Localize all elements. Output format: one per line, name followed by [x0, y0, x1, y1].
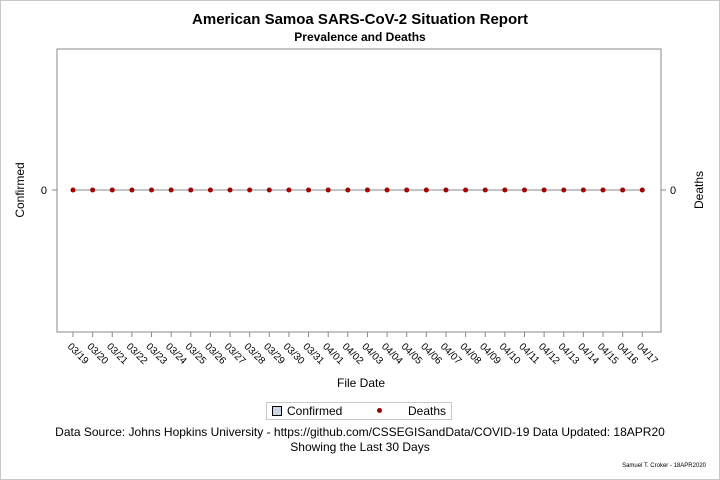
point-deaths — [423, 187, 429, 193]
point-deaths — [384, 187, 390, 193]
x-tick-label: 04/14 — [575, 341, 601, 367]
x-tick-label: 04/09 — [477, 341, 503, 367]
x-tick-label: 04/10 — [497, 341, 523, 367]
x-axis-label: File Date — [337, 376, 385, 390]
x-tick-label: 04/03 — [359, 341, 385, 367]
y-tick-label-right: 0 — [670, 185, 676, 197]
y-axis-label-right: Deaths — [692, 171, 706, 209]
point-deaths — [227, 187, 233, 193]
x-tick-label: 04/08 — [457, 341, 483, 367]
x-tick-label: 03/25 — [183, 341, 209, 367]
point-deaths — [404, 187, 410, 193]
y-axis-label-left: Confirmed — [13, 162, 27, 217]
x-tick-label: 03/19 — [65, 341, 91, 367]
point-deaths — [521, 187, 527, 193]
point-deaths — [620, 187, 626, 193]
point-deaths — [90, 187, 96, 193]
x-tick-label: 03/29 — [261, 341, 287, 367]
point-deaths — [286, 187, 292, 193]
x-tick-label: 04/02 — [340, 341, 366, 367]
data-source-note: Data Source: Johns Hopkins University - … — [55, 425, 665, 439]
x-tick-label: 04/06 — [418, 341, 444, 367]
point-deaths — [325, 187, 331, 193]
x-tick-label: 03/31 — [300, 341, 326, 367]
point-deaths — [364, 187, 370, 193]
point-deaths — [463, 187, 469, 193]
x-tick-label: 03/27 — [222, 341, 248, 367]
point-deaths — [70, 187, 76, 193]
x-tick-label: 03/23 — [143, 341, 169, 367]
point-deaths — [168, 187, 174, 193]
x-tick-label: 04/13 — [556, 341, 582, 367]
point-deaths — [149, 187, 155, 193]
point-deaths — [345, 187, 351, 193]
point-deaths — [188, 187, 194, 193]
author-credit: Samuel T. Croker - 18APR2020 — [622, 463, 706, 469]
x-tick-label: 03/26 — [202, 341, 228, 367]
x-tick-label: 04/12 — [536, 341, 562, 367]
point-deaths — [129, 187, 135, 193]
legend: Confirmed Deaths — [266, 402, 452, 420]
x-tick-label: 03/24 — [163, 341, 189, 367]
point-deaths — [266, 187, 272, 193]
point-deaths — [541, 187, 547, 193]
chart-title: American Samoa SARS-CoV-2 Situation Repo… — [192, 11, 528, 28]
x-tick-label: 03/30 — [281, 341, 307, 367]
x-tick-label: 03/21 — [104, 341, 130, 367]
x-tick-label: 04/01 — [320, 341, 346, 367]
x-tick-label: 04/16 — [615, 341, 641, 367]
y-tick-label-left: 0 — [41, 185, 47, 197]
x-tick-label: 03/28 — [242, 341, 268, 367]
legend-swatch-confirmed — [272, 406, 282, 416]
chart-subtitle: Prevalence and Deaths — [294, 30, 426, 44]
point-deaths — [109, 187, 115, 193]
legend-label-confirmed: Confirmed — [287, 404, 343, 418]
point-deaths — [207, 187, 213, 193]
point-deaths — [482, 187, 488, 193]
x-tick-label: 04/15 — [595, 341, 621, 367]
x-tick-label: 04/11 — [516, 341, 541, 366]
point-deaths — [306, 187, 312, 193]
x-tick-label: 04/05 — [399, 341, 425, 367]
x-tick-label: 04/17 — [634, 341, 660, 367]
point-deaths — [580, 187, 586, 193]
x-tick-label: 03/20 — [85, 341, 111, 367]
point-deaths — [600, 187, 606, 193]
point-deaths — [639, 187, 645, 193]
point-deaths — [561, 187, 567, 193]
point-deaths — [443, 187, 449, 193]
point-deaths — [502, 187, 508, 193]
x-tick-label: 04/04 — [379, 341, 405, 367]
legend-label-deaths: Deaths — [408, 404, 447, 418]
point-deaths — [247, 187, 253, 193]
x-tick-label: 04/07 — [438, 341, 464, 367]
legend-marker-deaths — [377, 408, 382, 413]
time-window-note: Showing the Last 30 Days — [290, 440, 430, 454]
x-tick-label: 03/22 — [124, 341, 150, 367]
